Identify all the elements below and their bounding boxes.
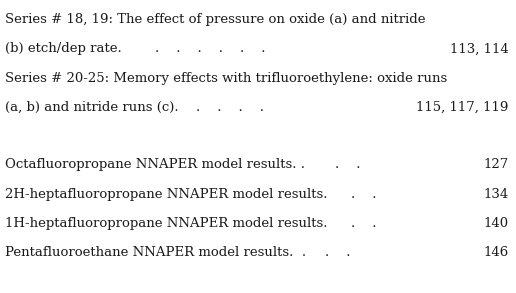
Text: 113, 114: 113, 114: [449, 42, 508, 55]
Text: 1H-heptafluoropropane NNAPER model results.: 1H-heptafluoropropane NNAPER model resul…: [5, 217, 328, 230]
Text: .    .    .    .    .    .: . . . . . .: [155, 42, 265, 55]
Text: 146: 146: [483, 246, 508, 259]
Text: .    .: . .: [335, 158, 361, 171]
Text: (a, b) and nitride runs (c).: (a, b) and nitride runs (c).: [5, 101, 179, 114]
Text: Pentafluoroethane NNAPER model results.  .: Pentafluoroethane NNAPER model results. …: [5, 246, 307, 259]
Text: Series # 18, 19: The effect of pressure on oxide (a) and nitride: Series # 18, 19: The effect of pressure …: [5, 13, 426, 26]
Text: 115, 117, 119: 115, 117, 119: [416, 101, 508, 114]
Text: (b) etch/dep rate.: (b) etch/dep rate.: [5, 42, 122, 55]
Text: 134: 134: [483, 188, 508, 200]
Text: 127: 127: [483, 158, 508, 171]
Text: .    .: . .: [351, 188, 376, 200]
Text: .    .: . .: [351, 217, 376, 230]
Text: .    .    .    .: . . . .: [196, 101, 264, 114]
Text: Series # 20-25: Memory effects with trifluoroethylene: oxide runs: Series # 20-25: Memory effects with trif…: [5, 72, 447, 85]
Text: .    .: . .: [325, 246, 350, 259]
Text: 140: 140: [483, 217, 508, 230]
Text: 2H-heptafluoropropane NNAPER model results.: 2H-heptafluoropropane NNAPER model resul…: [5, 188, 328, 200]
Text: Octafluoropropane NNAPER model results. .: Octafluoropropane NNAPER model results. …: [5, 158, 305, 171]
